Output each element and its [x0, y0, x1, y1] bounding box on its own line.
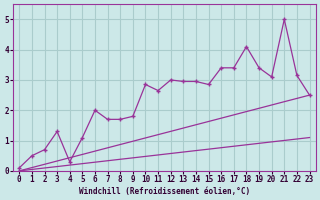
- X-axis label: Windchill (Refroidissement éolien,°C): Windchill (Refroidissement éolien,°C): [79, 187, 250, 196]
